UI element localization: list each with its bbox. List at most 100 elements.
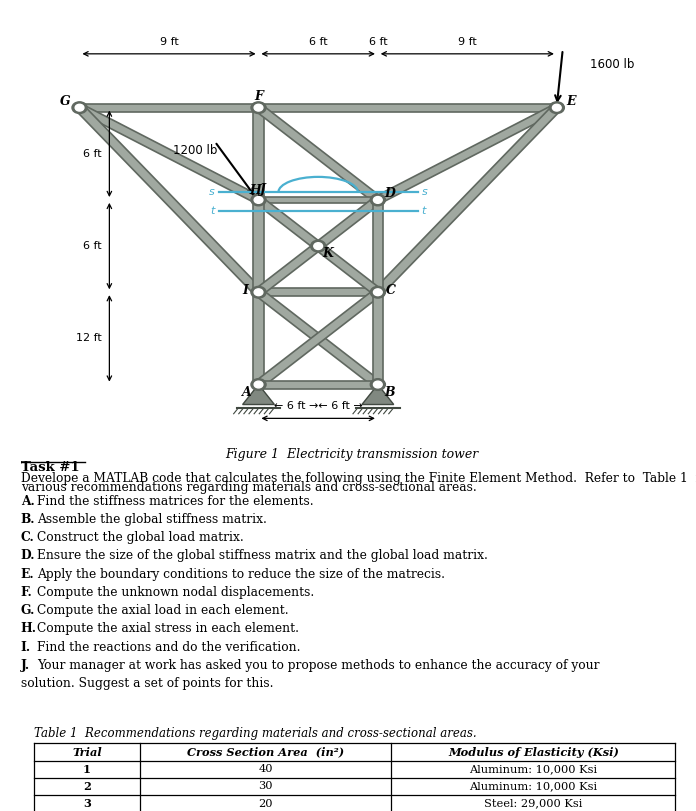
Polygon shape [255, 197, 322, 249]
Text: 6 ft: 6 ft [83, 148, 102, 159]
Text: Construct the global load matrix.: Construct the global load matrix. [37, 531, 244, 544]
Text: E: E [566, 95, 576, 108]
Text: t: t [210, 206, 215, 216]
Polygon shape [315, 197, 381, 249]
Text: 12 ft: 12 ft [76, 333, 102, 343]
Text: ← 6 ft →← 6 ft →: ← 6 ft →← 6 ft → [274, 401, 363, 411]
Text: J.: J. [21, 659, 30, 672]
Polygon shape [253, 292, 264, 384]
Text: B.: B. [21, 513, 35, 526]
Text: C.: C. [21, 531, 35, 544]
Text: 1200 lb: 1200 lb [173, 144, 217, 157]
Circle shape [251, 379, 266, 390]
Text: Your manager at work has asked you to propose methods to enhance the accuracy of: Your manager at work has asked you to pr… [37, 659, 599, 672]
Text: Develope a MATLAB code that calculates the following using the Finite Element Me: Develope a MATLAB code that calculates t… [21, 472, 696, 485]
Text: G: G [61, 95, 71, 108]
Text: Compute the axial stress in each element.: Compute the axial stress in each element… [37, 622, 299, 635]
Circle shape [314, 242, 322, 250]
Text: various recommendations regarding materials and cross-sectional areas.: various recommendations regarding materi… [21, 482, 477, 495]
Text: Figure 1  Electricity transmission tower: Figure 1 Electricity transmission tower [225, 448, 478, 461]
Polygon shape [255, 105, 381, 203]
Text: H: H [250, 184, 262, 197]
Circle shape [254, 381, 263, 388]
Text: Compute the unknown nodal displacements.: Compute the unknown nodal displacements. [37, 586, 314, 599]
Polygon shape [362, 384, 394, 405]
Text: Assemble the global stiffness matrix.: Assemble the global stiffness matrix. [37, 513, 267, 526]
Polygon shape [372, 200, 383, 292]
Text: solution. Suggest a set of points for this.: solution. Suggest a set of points for th… [21, 677, 274, 690]
Polygon shape [253, 200, 264, 292]
Circle shape [374, 196, 382, 204]
Text: 2: 2 [83, 781, 91, 792]
Text: Task #1: Task #1 [21, 461, 79, 474]
Polygon shape [315, 243, 381, 295]
Circle shape [370, 194, 386, 206]
Polygon shape [75, 105, 262, 294]
Text: 20: 20 [258, 799, 273, 809]
Text: D.: D. [21, 549, 35, 562]
Text: Table 1  Recommendations regarding materials and cross-sectional areas.: Table 1 Recommendations regarding materi… [34, 727, 477, 740]
Text: Compute the axial load in each element.: Compute the axial load in each element. [37, 604, 288, 617]
Text: Aluminum: 10,000 Ksi: Aluminum: 10,000 Ksi [469, 781, 597, 792]
Polygon shape [77, 105, 262, 204]
Circle shape [370, 379, 386, 390]
Text: Aluminum: 10,000 Ksi: Aluminum: 10,000 Ksi [469, 764, 597, 775]
Circle shape [254, 196, 263, 204]
Text: 6 ft: 6 ft [309, 37, 328, 47]
Circle shape [553, 105, 561, 111]
Text: J: J [260, 183, 265, 196]
Text: 9 ft: 9 ft [159, 37, 178, 47]
Text: E.: E. [21, 568, 35, 581]
Text: Find the stiffness matrices for the elements.: Find the stiffness matrices for the elem… [37, 495, 313, 508]
Text: 9 ft: 9 ft [458, 37, 477, 47]
Polygon shape [255, 290, 381, 388]
Polygon shape [79, 104, 557, 112]
Text: t: t [422, 206, 426, 216]
Circle shape [251, 286, 266, 298]
Text: 1600 lb: 1600 lb [590, 58, 635, 71]
Polygon shape [255, 243, 322, 295]
Text: A: A [242, 386, 251, 399]
Polygon shape [253, 108, 264, 200]
Polygon shape [258, 288, 378, 296]
Circle shape [374, 289, 382, 296]
Circle shape [310, 240, 326, 252]
Text: F.: F. [21, 586, 33, 599]
Circle shape [254, 289, 263, 296]
Text: A.: A. [21, 495, 35, 508]
Text: Ensure the size of the global stiffness matrix and the global load matrix.: Ensure the size of the global stiffness … [37, 549, 488, 562]
Text: Find the reactions and do the verification.: Find the reactions and do the verificati… [37, 641, 300, 654]
Circle shape [72, 102, 87, 114]
Text: D: D [384, 187, 395, 200]
Text: I.: I. [21, 641, 31, 654]
Polygon shape [258, 197, 378, 203]
Text: C: C [386, 284, 396, 297]
Text: Cross Section Area  (in²): Cross Section Area (in²) [187, 747, 344, 757]
Circle shape [370, 286, 386, 298]
Polygon shape [374, 105, 561, 294]
Text: 6 ft: 6 ft [368, 37, 387, 47]
Text: 30: 30 [258, 781, 273, 792]
Text: 6 ft: 6 ft [83, 241, 102, 251]
Text: Trial: Trial [72, 747, 102, 757]
Text: I: I [243, 284, 248, 297]
Circle shape [549, 102, 564, 114]
Text: s: s [422, 187, 427, 197]
Polygon shape [375, 105, 560, 204]
Text: Steel: 29,000 Ksi: Steel: 29,000 Ksi [484, 799, 583, 809]
Text: 40: 40 [258, 764, 273, 775]
Polygon shape [255, 290, 381, 388]
Text: H.: H. [21, 622, 37, 635]
Text: 1: 1 [83, 764, 91, 775]
Circle shape [75, 105, 84, 111]
Polygon shape [258, 380, 378, 388]
Polygon shape [372, 292, 383, 384]
Circle shape [254, 105, 263, 111]
Circle shape [374, 381, 382, 388]
Text: B: B [384, 386, 395, 399]
Text: Apply the boundary conditions to reduce the size of the matrecis.: Apply the boundary conditions to reduce … [37, 568, 445, 581]
Text: F: F [254, 90, 263, 103]
Text: s: s [209, 187, 215, 197]
Text: 3: 3 [83, 798, 91, 809]
Circle shape [251, 102, 266, 114]
